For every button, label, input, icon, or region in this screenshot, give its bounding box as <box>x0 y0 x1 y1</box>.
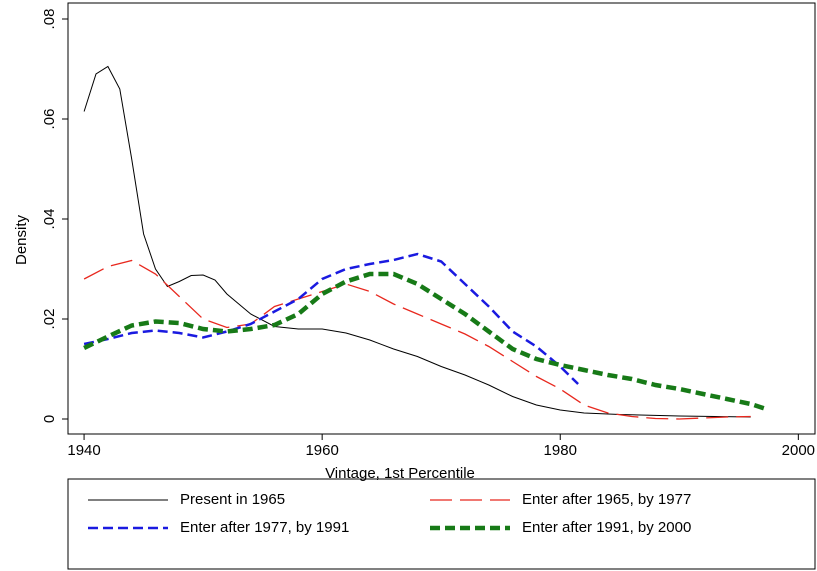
x-tick-label: 1980 <box>544 442 577 459</box>
x-axis-label: Vintage, 1st Percentile <box>325 465 475 482</box>
x-tick-label: 2000 <box>782 442 815 459</box>
legend-frame <box>67 478 816 570</box>
legend-label: Enter after 1991, by 2000 <box>522 519 691 536</box>
legend-label: Present in 1965 <box>180 491 285 508</box>
legend-label: Enter after 1977, by 1991 <box>180 519 349 536</box>
y-tick-label: .06 <box>41 109 58 130</box>
y-tick-label: .04 <box>41 209 58 230</box>
line-series <box>83 252 579 385</box>
y-axis-label: Density <box>13 214 30 265</box>
y-tick-label: 0 <box>41 415 58 423</box>
line-series <box>83 65 751 418</box>
plot-frame <box>67 2 816 435</box>
x-tick-label: 1940 <box>67 442 100 459</box>
legend-label: Enter after 1965, by 1977 <box>522 491 691 508</box>
line-series <box>83 259 751 420</box>
x-tick-label: 1960 <box>305 442 338 459</box>
line-series <box>83 271 767 412</box>
y-tick-label: .08 <box>41 9 58 30</box>
y-tick-label: .02 <box>41 309 58 330</box>
